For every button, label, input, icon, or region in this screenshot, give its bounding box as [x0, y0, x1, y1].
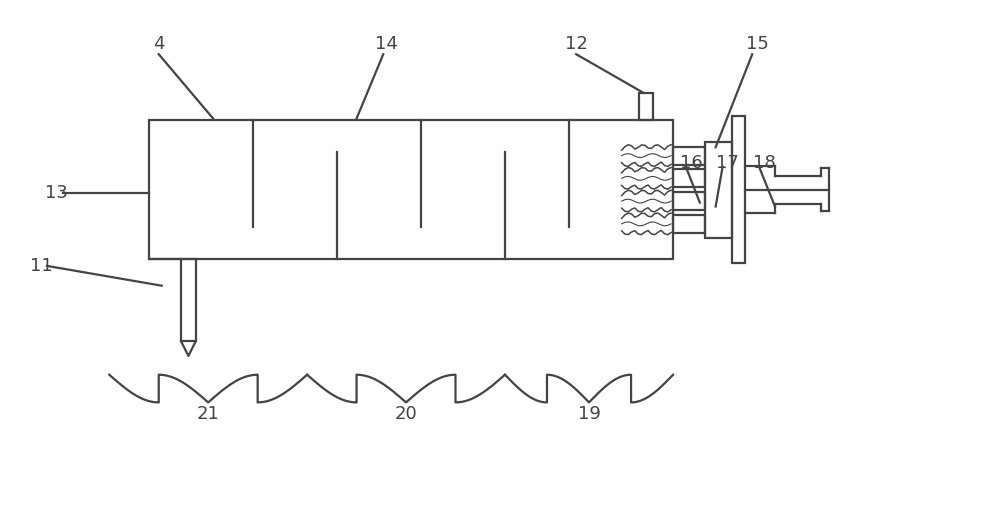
Bar [673, 170, 705, 187]
Text: 4: 4 [153, 35, 164, 53]
Text: 14: 14 [375, 35, 398, 53]
Text: 15: 15 [746, 35, 769, 53]
Bar [149, 120, 673, 259]
Bar [673, 192, 705, 210]
Text: 12: 12 [565, 35, 588, 53]
Bar [705, 142, 732, 237]
Text: 18: 18 [753, 154, 775, 172]
Bar [673, 215, 705, 233]
Text: 19: 19 [578, 405, 600, 424]
Text: 16: 16 [680, 154, 702, 172]
Text: 20: 20 [395, 405, 417, 424]
Bar [732, 116, 745, 264]
Text: 13: 13 [45, 183, 68, 201]
Bar [673, 146, 705, 164]
Text: 21: 21 [197, 405, 220, 424]
Text: 17: 17 [716, 154, 739, 172]
Text: 11: 11 [30, 257, 52, 275]
Bar [181, 259, 196, 341]
Bar [639, 93, 653, 120]
